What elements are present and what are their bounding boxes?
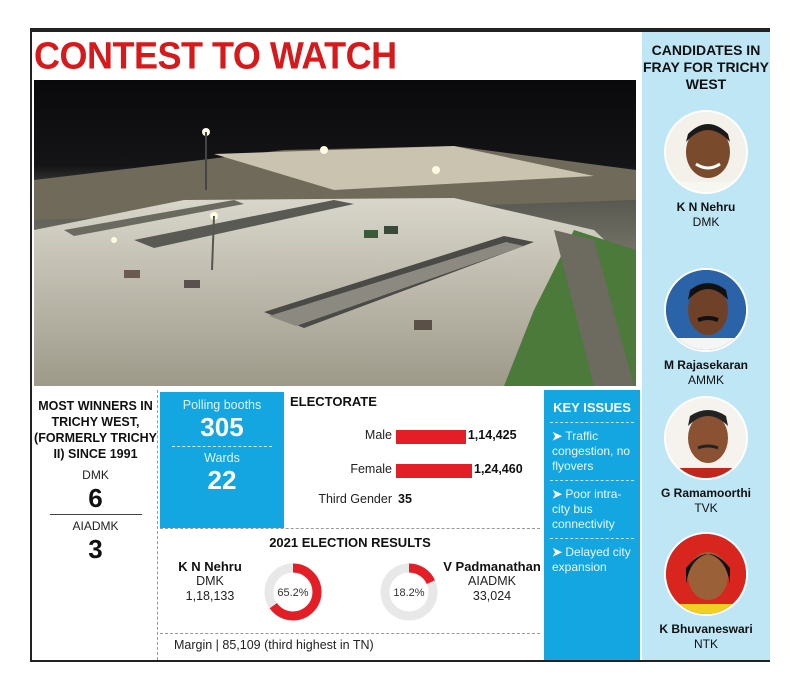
electorate-heading: ELECTORATE [290,394,377,409]
winner-count: 3 [88,534,103,564]
winner-party: AIADMK [72,519,119,533]
arrow-icon: ➤ [552,429,566,443]
candidate-name: G Ramamoorthi [660,486,751,500]
winner-votes: 1,18,133 [185,589,235,603]
issue-item: ➤ Traffic congestion, no flyovers [552,429,631,473]
divider [550,422,634,423]
runner-share-arc [380,563,438,621]
candidates-panel: CANDIDATES IN FRAY FOR TRICHY WEST K N N… [642,32,770,660]
winner-share-label: 65.2% [277,587,308,599]
key-issues-panel: KEY ISSUES ➤ Traffic congestion, no flyo… [544,390,640,660]
polling-booths-label: Polling booths [182,398,262,412]
candidate-party: NTK [694,637,718,651]
electorate-panel: ELECTORATE Male 1,14,425 Female 1,24,460… [290,394,540,526]
electorate-row: Third Gender 35 [290,492,540,510]
candidate-card: K N Nehru DMK [642,110,770,229]
election-results-panel: 2021 ELECTION RESULTS K N Nehru DMK 1,18… [160,528,542,660]
victory-margin: Margin | 85,109 (third highest in TN) [160,633,540,657]
electorate-bar [396,464,472,478]
electorate-bar [396,430,466,444]
candidate-photo [664,268,748,352]
runner-votes: 33,024 [472,589,512,603]
candidate-card: G Ramamoorthi TVK [642,396,770,515]
winner-party: DMK [82,468,109,482]
winner-count: 6 [88,483,103,513]
wards-label: Wards [204,451,240,465]
polling-booths-value: 305 [200,412,244,442]
winner-result: K N Nehru DMK 1,18,133 [170,559,250,604]
candidate-card: K Bhuvaneswari NTK [642,532,770,651]
most-winners-panel: MOST WINNERS IN TRICHY WEST, (FORMERLY T… [34,390,158,660]
candidate-card: M Rajasekaran AMMK [642,268,770,387]
candidate-name: K Bhuvaneswari [659,622,753,636]
candidate-party: TVK [694,501,718,515]
divider [550,538,634,539]
winner-share-arc [264,563,322,621]
runner-party: AIADMK [468,574,516,588]
winner-name: K N Nehru [178,559,242,574]
wards-value: 22 [207,465,237,495]
divider [550,480,634,481]
winner-party: DMK [196,574,224,588]
issues-heading: KEY ISSUES [553,400,631,415]
candidate-name: K N Nehru [676,200,736,214]
runner-result: V Padmanathan AIADMK 33,024 [442,559,542,604]
candidate-photo [664,110,748,194]
electorate-value: 1,24,460 [474,462,523,476]
winner-share-donut: 65.2% [264,563,322,621]
electorate-row: Male 1,14,425 [290,428,540,446]
issue-item: ➤ Poor intra-city bus connectivity [552,487,622,531]
booths-panel: Polling booths 305 Wards 22 [160,392,284,528]
winners-heading: MOST WINNERS IN TRICHY WEST, (FORMERLY T… [34,399,157,461]
electorate-row: Female 1,24,460 [290,462,540,480]
candidate-name: M Rajasekaran [663,358,749,372]
electorate-label: Female [350,462,392,476]
runner-share-label: 18.2% [393,587,424,599]
candidate-party: DMK [692,215,720,229]
runner-share-donut: 18.2% [380,563,438,621]
arrow-icon: ➤ [552,545,566,559]
divider [172,446,272,447]
electorate-value: 35 [398,492,412,506]
divider [49,514,142,515]
bus-terminus-photo [34,80,636,386]
candidate-photo [664,396,748,480]
electorate-label: Third Gender [318,492,392,506]
page-title: CONTEST TO WATCH [34,33,397,77]
candidate-photo [664,532,748,616]
issue-item: ➤ Delayed city expansion [552,545,631,574]
results-heading: 2021 ELECTION RESULTS [269,535,431,550]
electorate-value: 1,14,425 [467,428,517,442]
runner-name: V Padmanathan [443,559,541,574]
candidates-heading: CANDIDATES IN FRAY FOR TRICHY WEST [642,42,769,92]
infographic: CONTEST TO WATCH [30,28,770,662]
arrow-icon: ➤ [552,487,566,501]
electorate-label: Male [364,428,392,442]
candidate-party: AMMK [688,373,724,387]
